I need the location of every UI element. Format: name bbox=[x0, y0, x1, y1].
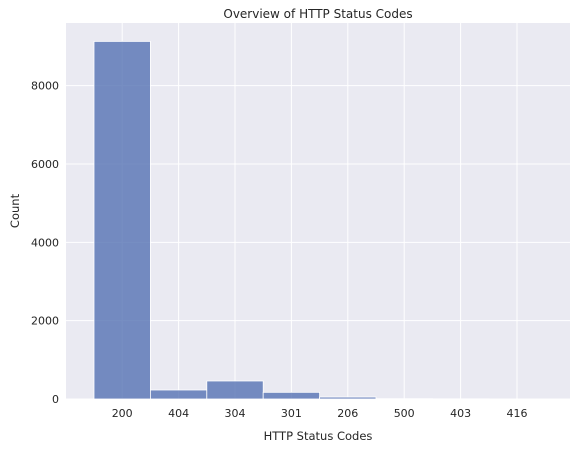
x-tick-label: 404 bbox=[168, 407, 189, 420]
bar-416 bbox=[488, 398, 546, 400]
bar-403 bbox=[431, 398, 490, 400]
x-tick-label: 416 bbox=[507, 407, 528, 420]
bar-200 bbox=[93, 41, 151, 400]
x-tick-label: 500 bbox=[394, 407, 415, 420]
y-tick-labels: 0 2000 4000 6000 8000 bbox=[31, 80, 59, 406]
y-tick-label: 4000 bbox=[31, 236, 59, 249]
x-tick-label: 200 bbox=[112, 407, 133, 420]
x-tick-label: 301 bbox=[281, 407, 302, 420]
y-tick-label: 2000 bbox=[31, 315, 59, 328]
x-tick-label: 403 bbox=[450, 407, 471, 420]
y-tick-label: 8000 bbox=[31, 80, 59, 93]
bar-404 bbox=[149, 389, 208, 400]
y-tick-label: 0 bbox=[52, 393, 59, 406]
x-tick-labels: 200 404 304 301 206 500 403 416 bbox=[112, 407, 528, 420]
chart-title: Overview of HTTP Status Codes bbox=[223, 7, 412, 21]
x-tick-label: 206 bbox=[337, 407, 358, 420]
y-tick-label: 6000 bbox=[31, 158, 59, 171]
bars bbox=[93, 41, 546, 400]
bar-206 bbox=[319, 396, 377, 400]
bar-304 bbox=[206, 380, 264, 400]
x-tick-label: 304 bbox=[225, 407, 246, 420]
bar-301 bbox=[262, 391, 321, 400]
y-axis-title: Count bbox=[8, 193, 22, 228]
x-axis-title: HTTP Status Codes bbox=[264, 429, 373, 443]
bar-500 bbox=[375, 398, 433, 400]
